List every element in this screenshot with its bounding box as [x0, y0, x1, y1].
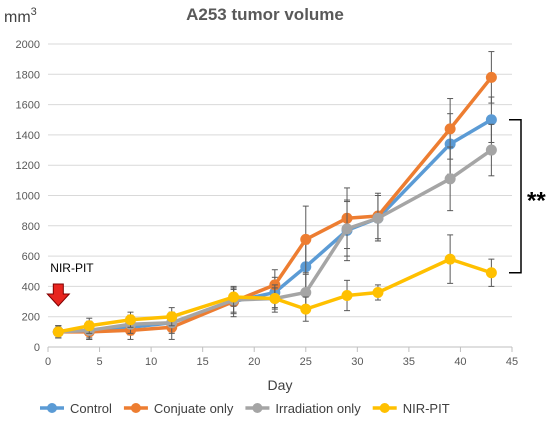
grid-layer	[48, 43, 512, 318]
x-tick-label: 15	[197, 356, 209, 368]
y-tick-label: 1000	[16, 191, 40, 203]
y-tick-label: 1600	[16, 100, 40, 112]
annotation-layer: NIR-PIT **	[46, 119, 546, 307]
x-tick-label: 0	[45, 356, 51, 368]
data-point	[444, 123, 456, 135]
y-axis-label: mm3	[4, 6, 37, 26]
data-point	[269, 293, 281, 305]
data-point	[341, 289, 353, 301]
x-tick-label: 20	[248, 356, 260, 368]
data-point	[300, 233, 312, 245]
legend-item-conjuate-only: Conjuate only	[123, 401, 234, 416]
x-tick-label: 30	[351, 356, 363, 368]
y-tick-label: 1200	[16, 160, 40, 172]
x-axis-label: Day	[268, 377, 293, 393]
series-layer	[52, 51, 497, 340]
x-tick-label: 5	[96, 356, 102, 368]
data-point	[300, 303, 312, 315]
data-point	[372, 212, 384, 224]
legend-item-irradiation-only: Irradiation only	[245, 401, 361, 416]
legend-swatch-marker	[252, 403, 263, 413]
legend-swatch-marker	[379, 403, 390, 413]
data-point	[485, 267, 497, 279]
data-point	[372, 286, 384, 298]
y-tick-label: 1800	[16, 69, 40, 81]
x-tick-label: 45	[506, 356, 518, 368]
data-point	[341, 223, 353, 235]
x-tick-label: 10	[145, 356, 157, 368]
y-tick-label: 1400	[16, 130, 40, 142]
legend: Control Conjuate only Irradiation only NIR-…	[40, 401, 450, 416]
annotation-label: NIR-PIT	[50, 261, 94, 275]
data-point	[228, 291, 240, 303]
legend-swatch-marker	[130, 403, 141, 413]
red-arrow-icon	[46, 283, 71, 307]
x-tick-label: 40	[454, 356, 466, 368]
x-tick-label: 25	[300, 356, 312, 368]
nir-pit-annotation: NIR-PIT	[46, 261, 94, 307]
y-tick-label: 2000	[16, 39, 40, 51]
y-axis-label-superscript: 3	[31, 6, 37, 18]
legend-item-control: Control	[40, 401, 112, 416]
chart-title: A253 tumor volume	[186, 5, 344, 24]
series-nir-pit	[52, 234, 497, 339]
data-point	[485, 144, 497, 156]
legend-swatch-marker	[47, 403, 57, 413]
legend-label: Control	[70, 401, 112, 416]
y-tick-label: 600	[22, 251, 40, 263]
x-tick-label: 35	[403, 356, 415, 368]
bracket-line	[509, 119, 522, 274]
legend-label: NIR-PIT	[403, 401, 450, 416]
y-tick-label: 0	[34, 342, 40, 354]
data-point	[444, 253, 456, 265]
axis-layer: 0 200 400 600 800 1000 1200 1400 1600 1800 2000 0 5 1…	[4, 5, 518, 393]
data-point	[444, 173, 456, 185]
significance-bracket: **	[509, 119, 546, 274]
legend-label: Conjuate only	[154, 401, 234, 416]
legend-item-nir-pit: NIR-PIT	[372, 401, 450, 416]
significance-label: **	[527, 187, 546, 214]
y-tick-label: 400	[22, 281, 40, 293]
data-point	[485, 114, 497, 126]
data-point	[300, 286, 312, 298]
data-point	[83, 320, 95, 332]
data-point	[124, 314, 136, 326]
y-tick-label: 200	[22, 312, 40, 324]
data-point	[166, 311, 178, 323]
data-point	[52, 326, 64, 338]
y-tick-label: 800	[22, 221, 40, 233]
data-point	[485, 71, 497, 83]
legend-label: Irradiation only	[275, 401, 361, 416]
